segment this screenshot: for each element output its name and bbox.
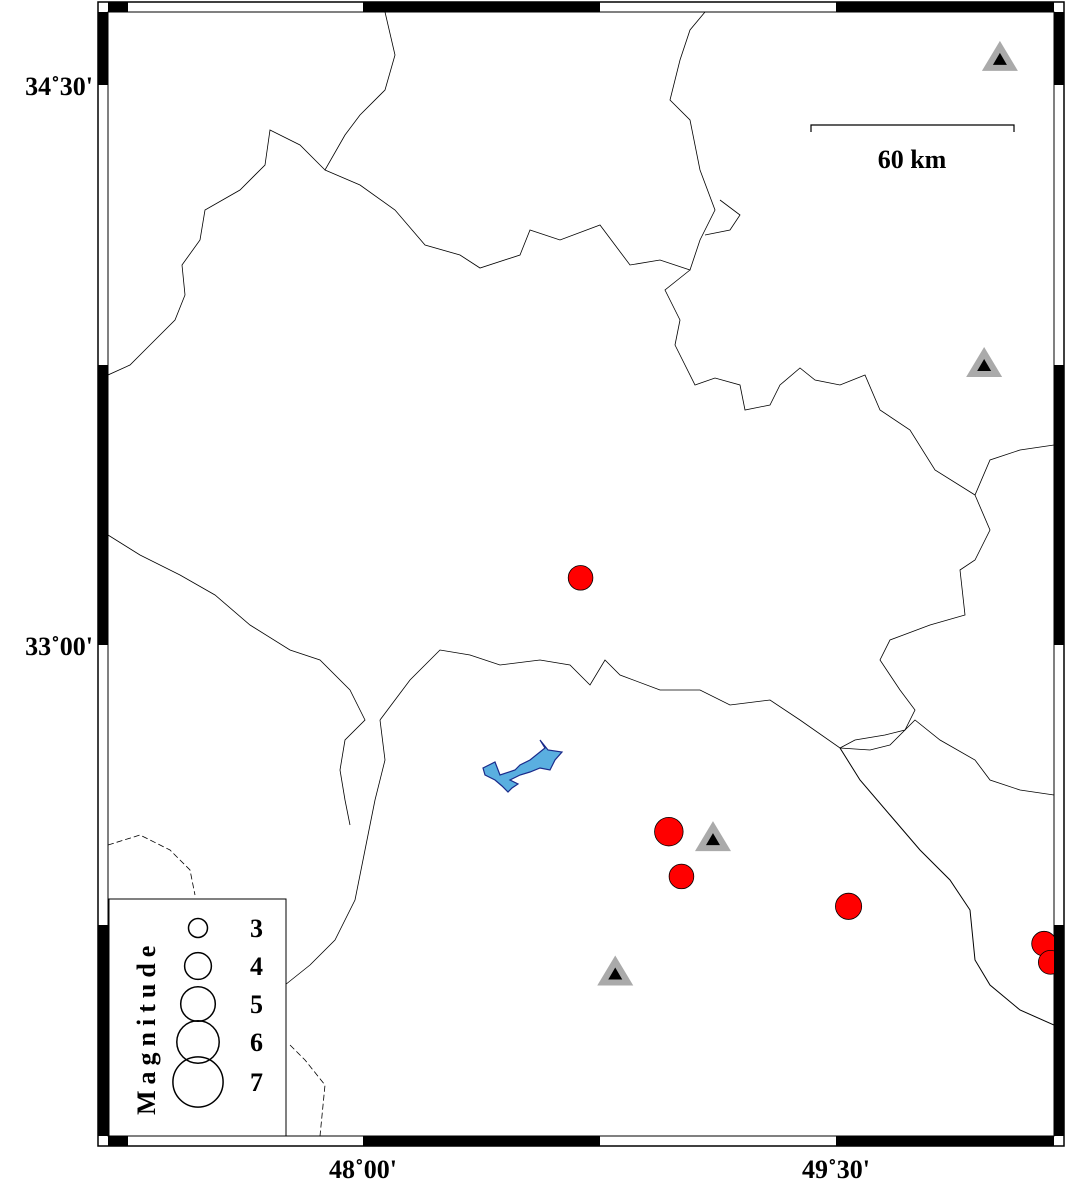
earthquake-event [668, 863, 695, 890]
station-triangle-inner [608, 967, 623, 980]
station-triangle-inner [992, 52, 1007, 65]
x-tick-labels: 48˚00' 49˚30' [329, 1155, 870, 1184]
legend-label: 6 [250, 1028, 263, 1057]
legend-label: 4 [250, 952, 263, 981]
station-triangle-inner [705, 833, 720, 846]
country-boundary [108, 834, 326, 1136]
province-boundary [379, 649, 1054, 796]
legend-label: 7 [250, 1068, 263, 1097]
x-tick-label: 49˚30' [802, 1155, 870, 1184]
earthquake-event [654, 816, 684, 847]
province-boundary [839, 494, 991, 749]
legend-label: 3 [250, 914, 263, 943]
seismic-stations [597, 40, 1018, 986]
station-marker [694, 821, 731, 852]
coastline [839, 747, 1054, 1026]
x-tick-label: 48˚00' [329, 1155, 397, 1184]
y-tick-label: 33˚00' [25, 632, 93, 661]
scale-bar-label: 60 km [878, 145, 947, 174]
legend-label: 5 [250, 990, 263, 1019]
station-marker [981, 40, 1018, 71]
y-tick-labels: 34˚30' 33˚00' [25, 72, 93, 661]
station-triangle-inner [977, 359, 992, 372]
station-marker [597, 955, 634, 986]
province-boundary [108, 12, 396, 376]
earthquake-event [567, 565, 594, 591]
province-boundary [664, 199, 1054, 496]
legend-circle [176, 1020, 220, 1064]
lake [482, 739, 564, 793]
legend-title: Magnitude [132, 940, 161, 1115]
magnitude-legend: Magnitude 3 4 5 6 7 [108, 898, 287, 1137]
legend-circle [183, 951, 213, 981]
province-boundary [284, 719, 386, 986]
station-marker [966, 347, 1003, 378]
earthquake-event [1038, 949, 1054, 975]
legend-circle [172, 1056, 224, 1108]
province-boundary [108, 534, 366, 826]
earthquake-event [835, 892, 863, 920]
y-tick-label: 34˚30' [25, 72, 93, 101]
boundaries [108, 12, 1054, 1136]
earthquake-events [567, 565, 1054, 975]
scale-bar: 60 km [810, 124, 1015, 174]
province-boundary [324, 12, 716, 271]
legend-circle [187, 917, 209, 939]
